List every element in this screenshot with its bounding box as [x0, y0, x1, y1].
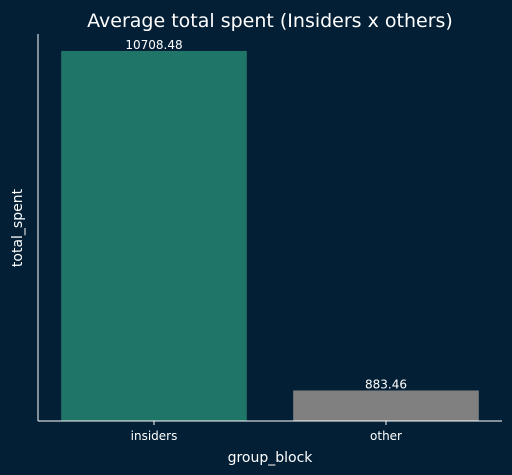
data-label-insiders: 10708.48 [125, 38, 182, 52]
bar-other [293, 390, 479, 421]
y-axis-label: total_spent [10, 188, 26, 267]
x-axis-label: group_block [228, 450, 314, 466]
x-tick-label-other: other [370, 429, 402, 443]
bars-group: 10708.48 insiders 883.46 other [61, 38, 479, 443]
chart-title: Average total spent (Insiders x others) [87, 10, 453, 32]
x-tick-label-insiders: insiders [131, 429, 178, 443]
bar-insiders [61, 51, 247, 421]
data-label-other: 883.46 [365, 377, 407, 391]
